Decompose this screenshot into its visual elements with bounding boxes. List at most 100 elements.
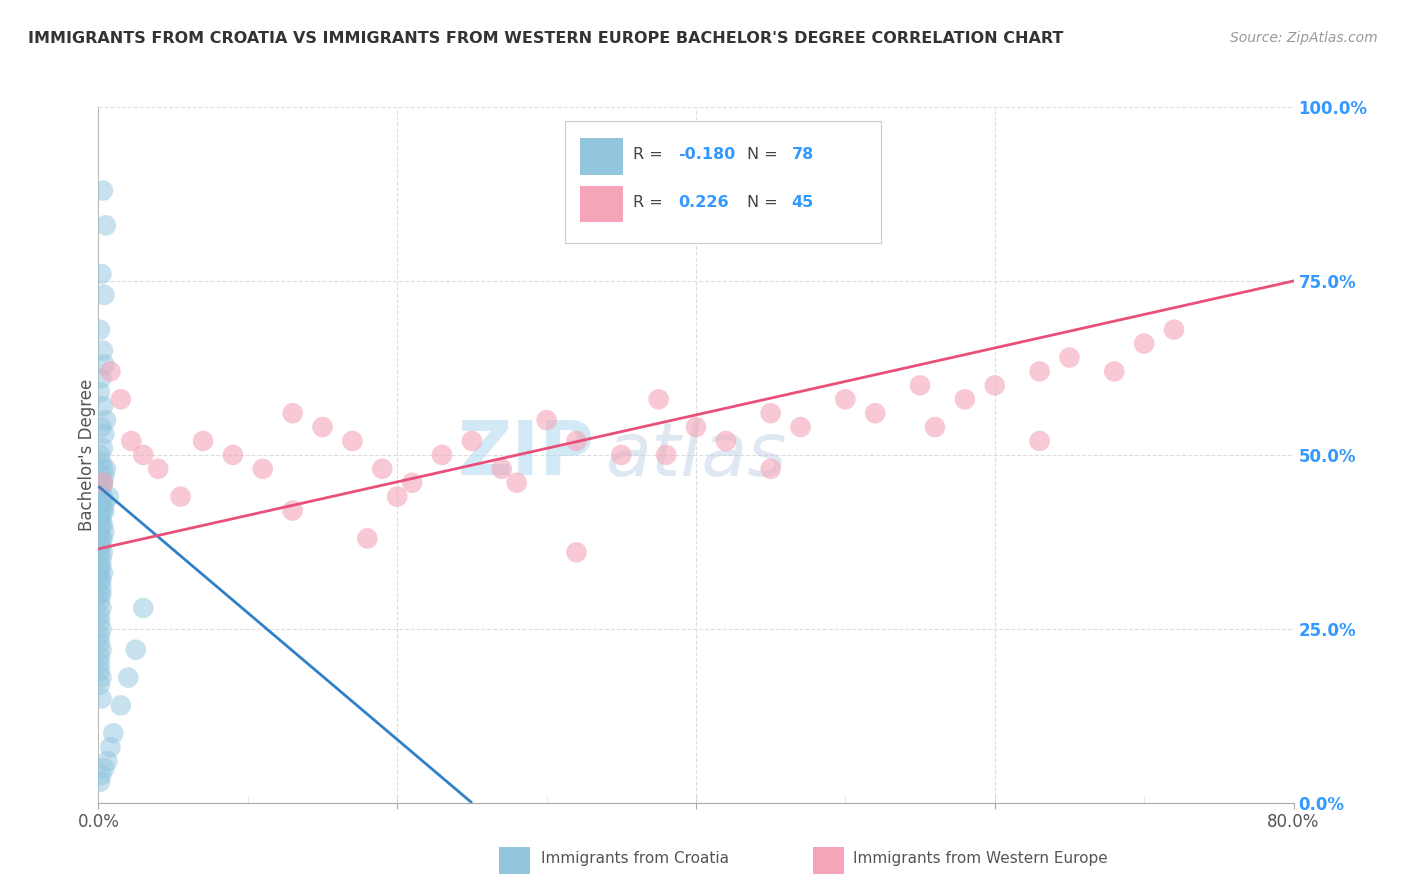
Point xyxy=(789,420,811,434)
Point xyxy=(506,475,529,490)
Point xyxy=(91,475,114,490)
Point xyxy=(89,483,111,497)
Point xyxy=(759,462,782,476)
Text: Immigrants from Croatia: Immigrants from Croatia xyxy=(541,852,730,866)
Point xyxy=(90,587,112,601)
Point xyxy=(90,622,112,636)
Point xyxy=(924,420,946,434)
Point xyxy=(89,524,111,539)
Point xyxy=(89,677,111,691)
Point xyxy=(90,420,112,434)
Point xyxy=(281,406,304,420)
Point xyxy=(169,490,191,504)
Point xyxy=(93,497,115,511)
Text: Immigrants from Western Europe: Immigrants from Western Europe xyxy=(853,852,1108,866)
Point xyxy=(565,434,588,448)
Point xyxy=(759,406,782,420)
Point xyxy=(97,490,120,504)
Point xyxy=(342,434,364,448)
Point xyxy=(90,580,112,594)
Point xyxy=(90,691,112,706)
Point xyxy=(93,503,115,517)
Point xyxy=(647,392,669,407)
Point xyxy=(191,434,214,448)
Point xyxy=(89,657,111,671)
Point xyxy=(91,184,114,198)
Text: 78: 78 xyxy=(792,147,814,161)
Point xyxy=(90,642,112,657)
Point xyxy=(610,448,633,462)
Point xyxy=(953,392,976,407)
Point xyxy=(1028,434,1050,448)
Point xyxy=(90,573,112,587)
Text: ZIP: ZIP xyxy=(457,418,595,491)
Text: -0.180: -0.180 xyxy=(678,147,735,161)
Point xyxy=(91,475,114,490)
FancyBboxPatch shape xyxy=(581,186,623,222)
Point xyxy=(89,594,111,608)
Point xyxy=(90,510,112,524)
Point xyxy=(89,510,111,524)
Point xyxy=(655,448,678,462)
Point xyxy=(91,545,114,559)
Point xyxy=(565,545,588,559)
Text: 0.226: 0.226 xyxy=(678,194,728,210)
Point xyxy=(89,664,111,678)
Point xyxy=(685,420,707,434)
Point xyxy=(1104,364,1126,378)
Point xyxy=(89,629,111,643)
Point xyxy=(89,573,111,587)
Point xyxy=(89,636,111,650)
Point xyxy=(89,538,111,552)
Point xyxy=(91,490,114,504)
Point xyxy=(834,392,856,407)
Point xyxy=(90,671,112,685)
Point xyxy=(89,448,111,462)
FancyBboxPatch shape xyxy=(581,138,623,175)
Text: IMMIGRANTS FROM CROATIA VS IMMIGRANTS FROM WESTERN EUROPE BACHELOR'S DEGREE CORR: IMMIGRANTS FROM CROATIA VS IMMIGRANTS FR… xyxy=(28,31,1063,46)
Point xyxy=(89,385,111,400)
Point xyxy=(91,343,114,358)
Point xyxy=(91,399,114,413)
Point xyxy=(93,358,115,372)
Point xyxy=(90,552,112,566)
Point xyxy=(89,649,111,664)
Y-axis label: Bachelor's Degree: Bachelor's Degree xyxy=(79,379,96,531)
Point xyxy=(865,406,887,420)
Point xyxy=(91,475,114,490)
Point xyxy=(89,587,111,601)
Point xyxy=(91,532,114,546)
Point xyxy=(90,768,112,782)
Point xyxy=(89,607,111,622)
Text: R =: R = xyxy=(633,147,668,161)
Point xyxy=(491,462,513,476)
Point xyxy=(281,503,304,517)
Point xyxy=(908,378,931,392)
Point xyxy=(94,219,117,233)
Point xyxy=(1163,323,1185,337)
Point xyxy=(1028,364,1050,378)
Point xyxy=(371,462,394,476)
Point xyxy=(94,413,117,427)
Text: atlas: atlas xyxy=(606,419,787,491)
Point xyxy=(132,448,155,462)
Point xyxy=(311,420,333,434)
Point xyxy=(536,413,558,427)
Point xyxy=(91,441,114,455)
Point xyxy=(89,566,111,581)
Point xyxy=(90,517,112,532)
Point xyxy=(148,462,170,476)
Point xyxy=(90,497,112,511)
Point xyxy=(93,761,115,775)
Point xyxy=(89,559,111,574)
FancyBboxPatch shape xyxy=(565,121,882,243)
Point xyxy=(90,601,112,615)
Point xyxy=(125,642,148,657)
Point xyxy=(356,532,378,546)
Point xyxy=(89,503,111,517)
Point xyxy=(90,267,112,281)
Point xyxy=(91,566,114,581)
Point xyxy=(90,559,112,574)
Point xyxy=(984,378,1007,392)
Point xyxy=(98,740,122,755)
